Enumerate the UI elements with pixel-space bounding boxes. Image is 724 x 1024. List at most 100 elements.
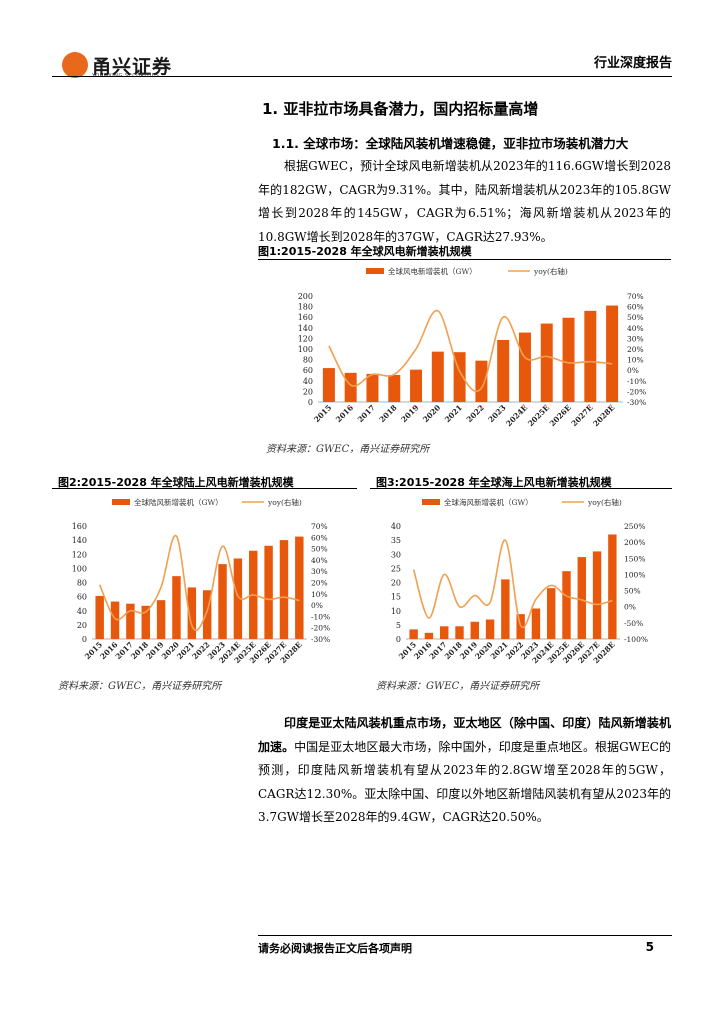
bar xyxy=(218,564,227,639)
bar xyxy=(531,608,541,639)
y2-tick-label: -30% xyxy=(311,635,330,644)
bar xyxy=(440,626,449,639)
bar xyxy=(608,534,617,639)
y2-tick-label: -10% xyxy=(311,612,330,621)
bar xyxy=(562,317,575,402)
y2-tick-label: 50% xyxy=(627,313,644,322)
y2-tick-label: 70% xyxy=(311,522,328,531)
y-tick-label: 40 xyxy=(303,377,313,386)
y-tick-label: 20 xyxy=(303,387,313,396)
bar xyxy=(431,351,444,402)
bar xyxy=(562,571,571,639)
yoy-line xyxy=(98,535,300,632)
chart-onshore-wind: 全球陆风新增装机（GW） yoy(右轴) 0 20 40 60 80 100 120 140 160… xyxy=(72,497,331,665)
legend-bar-label: 全球陆风新增装机（GW） xyxy=(134,497,223,507)
paragraph-2-body: 中国是亚太地区最大市场，除中国外，印度是重点地区。根据GWEC的预测，印度陆风新… xyxy=(258,739,671,825)
y-tick-label: 20 xyxy=(77,621,87,630)
bar xyxy=(577,557,586,639)
y-tick-label: 10 xyxy=(391,607,401,616)
y-tick-label: 140 xyxy=(72,536,87,545)
y-tick-label: 100 xyxy=(72,564,87,573)
figure-3-title: 图3:2015-2028 年全球海上风电新增装机规模 xyxy=(376,476,612,489)
y2-tick-label: 200% xyxy=(624,538,645,547)
bar xyxy=(295,536,304,639)
y-tick-label: 25 xyxy=(391,564,401,573)
bar xyxy=(388,374,401,402)
x-tick-label: 2026E xyxy=(548,403,573,428)
x-tick-label: 2019 xyxy=(399,403,420,424)
legend-bar-swatch xyxy=(112,499,130,505)
y2-tick-label: 50% xyxy=(311,545,328,554)
bar xyxy=(95,595,104,639)
bar xyxy=(410,369,423,402)
y-tick-label: 200 xyxy=(298,292,313,301)
y2-tick-label: 0% xyxy=(311,601,323,610)
y2-tick-label: 20% xyxy=(627,345,644,354)
legend-bar-label: 全球海风新增装机（GW） xyxy=(444,497,533,507)
legend-line-label: yoy(右轴) xyxy=(267,497,302,507)
yoy-line xyxy=(412,539,613,629)
y2-tick-label: 70% xyxy=(627,292,644,301)
x-tick-label: 2022 xyxy=(465,403,486,424)
footer-rule xyxy=(258,935,672,936)
x-tick-label: 2027E xyxy=(570,403,595,428)
bar xyxy=(518,332,531,402)
legend-line-label: yoy(右轴) xyxy=(533,266,568,276)
y-tick-label: 0 xyxy=(308,398,313,407)
y-tick-label: 20 xyxy=(391,579,401,588)
y-tick-label: 140 xyxy=(298,324,313,333)
y2-tick-label: 10% xyxy=(627,356,644,365)
y-tick-label: 120 xyxy=(298,334,313,343)
x-tick-label: 2028E xyxy=(591,403,616,428)
y2-tick-label: 50% xyxy=(624,587,641,596)
chart-offshore-wind: 全球海风新增装机（GW） yoy(右轴) 0 5 10 15 20 25 30 35 40 -100%… xyxy=(391,497,648,665)
y-tick-label: 40 xyxy=(77,607,87,616)
y-tick-label: 160 xyxy=(72,522,87,531)
bar xyxy=(547,588,556,639)
legend-bar-label: 全球风电新增装机（GW） xyxy=(388,266,477,276)
figure-3-rule xyxy=(370,488,672,489)
y-tick-label: 60 xyxy=(77,593,87,602)
y-tick-label: 100 xyxy=(298,345,313,354)
y-tick-label: 0 xyxy=(396,635,401,644)
subsection-heading: 1.1. 全球市场：全球陆风装机增速稳健，亚非拉市场装机潜力大 xyxy=(272,136,629,151)
y-tick-label: 80 xyxy=(303,356,313,365)
y-tick-label: 15 xyxy=(391,593,401,602)
bar xyxy=(455,626,464,639)
y2-tick-label: -30% xyxy=(627,398,646,407)
legend-bar-swatch xyxy=(422,499,440,505)
bar xyxy=(141,605,150,639)
y2-tick-label: 40% xyxy=(627,324,644,333)
y2-tick-label: 60% xyxy=(627,303,644,312)
x-tick-label: 2025E xyxy=(526,403,551,428)
y2-tick-label: 150% xyxy=(624,554,645,563)
bar xyxy=(424,632,434,639)
figure-2-rule xyxy=(52,488,357,489)
figure-1-title: 图1:2015-2028 年全球风电新增装机规模 xyxy=(258,245,472,258)
yoy-line xyxy=(328,310,613,392)
bar xyxy=(475,360,488,402)
figure-1-source: 资料来源：GWEC，甬兴证券研究所 xyxy=(266,444,430,455)
figure-2-source: 资料来源：GWEC，甬兴证券研究所 xyxy=(58,681,222,692)
bar xyxy=(584,310,597,402)
bar xyxy=(126,603,135,639)
bar xyxy=(366,373,379,402)
y2-tick-label: 0% xyxy=(624,603,636,612)
y2-tick-label: -20% xyxy=(311,624,330,633)
page-number: 5 xyxy=(645,940,654,954)
bar xyxy=(470,621,479,639)
section-heading: 1. 亚非拉市场具备潜力，国内招标量高增 xyxy=(262,100,539,118)
y2-tick-label: 60% xyxy=(311,533,328,542)
bar xyxy=(202,590,212,639)
y-tick-label: 60 xyxy=(303,366,313,375)
y2-tick-label: 100% xyxy=(624,570,645,579)
bar xyxy=(110,601,120,639)
y2-tick-label: -20% xyxy=(627,387,646,396)
legend-line-label: yoy(右轴) xyxy=(587,497,622,507)
y2-tick-label: 20% xyxy=(311,579,328,588)
y-tick-label: 35 xyxy=(391,536,401,545)
y-tick-label: 0 xyxy=(82,635,87,644)
y2-tick-label: 40% xyxy=(311,556,328,565)
bar xyxy=(606,305,619,402)
y2-tick-label: 250% xyxy=(624,522,645,531)
